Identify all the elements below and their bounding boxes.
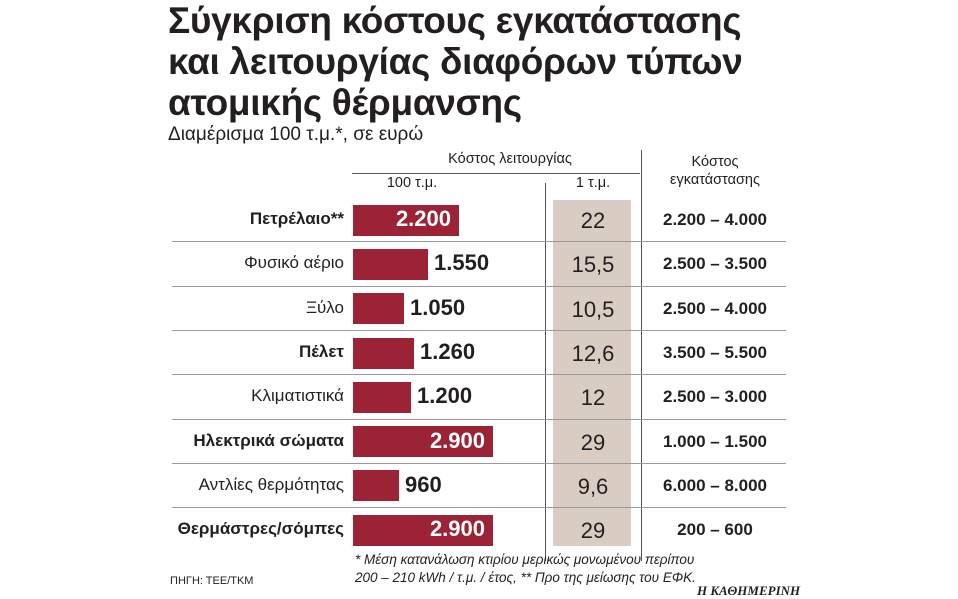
title-line-3: ατομικής θέρμανσης [168,82,522,123]
row-label: Φυσικό αέριο [244,253,344,273]
row-divider [172,329,786,331]
row-divider [172,418,786,420]
column-divider-right [641,150,642,561]
row-label: Ξύλο [305,297,344,317]
per-sqm-value: 22 [580,208,606,234]
header-install-line-1: Κόστος [691,154,739,170]
install-cost-value: 2.500 – 3.000 [663,387,767,407]
bar-value-label: 2.900 [429,516,485,542]
footnote: * Μέση κατανάλωση κτιρίου μερικώς μονωμέ… [355,551,696,587]
footnote-line-1: * Μέση κατανάλωση κτιρίου μερικώς μονωμέ… [355,552,695,567]
chart-title: Σύγκριση κόστους εγκατάστασης και λειτου… [168,0,868,123]
per-sqm-value: 9,6 [577,473,609,499]
bar-value-label: 960 [405,471,442,497]
bar-value-label: 2.900 [429,427,485,453]
row-divider [172,285,786,287]
install-cost-value: 2.500 – 4.000 [663,298,767,318]
row-label: Ηλεκτρικά σώματα [193,430,344,450]
footnote-line-2: 200 – 210 kWh / τ.μ. / έτος, ** Προ της … [355,570,696,585]
per-sqm-value: 12 [580,385,606,411]
header-operating-cost: Κόστος λειτουργίας [448,151,572,167]
row-divider [172,241,786,243]
bar-value-label: 1.200 [417,383,473,409]
per-sqm-value: 29 [580,518,606,544]
row-divider [172,462,786,464]
bar [353,426,493,458]
install-cost-value: 2.200 – 4.000 [663,210,767,230]
row-label: Θερμάστρες/σόμπες [177,519,344,539]
row-label: Κλιματιστικά [251,386,344,406]
bar [353,293,404,325]
bar [353,470,399,502]
install-cost-value: 3.500 – 5.500 [663,343,767,363]
row-label: Πέλετ [298,342,344,362]
install-cost-value: 6.000 – 8.000 [663,475,767,495]
bar-value-label: 1.260 [420,339,476,365]
title-line-2: και λειτουργίας διαφόρων τύπων [168,41,743,82]
title-line-1: Σύγκριση κόστους εγκατάστασης [168,0,742,41]
bar [353,514,493,546]
source-note: ΠΗΓΗ: ΤΕΕ/ΤΚΜ [170,575,254,587]
header-install-line-2: εγκατάστασης [670,172,760,188]
row-label: Αντλίες θερμότητας [198,474,344,494]
header-per-1: 1 τ.μ. [575,175,611,191]
bar-value-label: 2.200 [395,206,451,232]
install-cost-value: 1.000 – 1.500 [663,431,767,451]
install-cost-value: 200 – 600 [677,520,753,540]
publisher-logo: Η ΚΑΘΗΜΕΡΙΝΗ [697,583,801,598]
per-sqm-column-shade [553,200,631,546]
per-sqm-value: 10,5 [571,296,615,322]
install-cost-value: 2.500 – 3.500 [663,254,767,274]
row-divider [172,374,786,376]
header-per-100: 100 τ.μ. [386,175,438,191]
per-sqm-value: 12,6 [571,341,615,367]
bar [353,337,414,369]
per-sqm-value: 15,5 [571,252,615,278]
row-label: Πετρέλαιο** [249,209,344,229]
bar-value-label: 1.550 [434,250,490,276]
column-divider-left [545,183,546,561]
per-sqm-value: 29 [580,429,606,455]
bar [353,381,411,413]
row-divider [172,507,786,509]
bar-value-label: 1.050 [410,294,466,320]
header-underline [352,173,640,174]
bar [353,204,459,236]
chart-subtitle: Διαμέρισμα 100 τ.μ.*, σε ευρώ [168,124,424,145]
bar [353,248,428,280]
